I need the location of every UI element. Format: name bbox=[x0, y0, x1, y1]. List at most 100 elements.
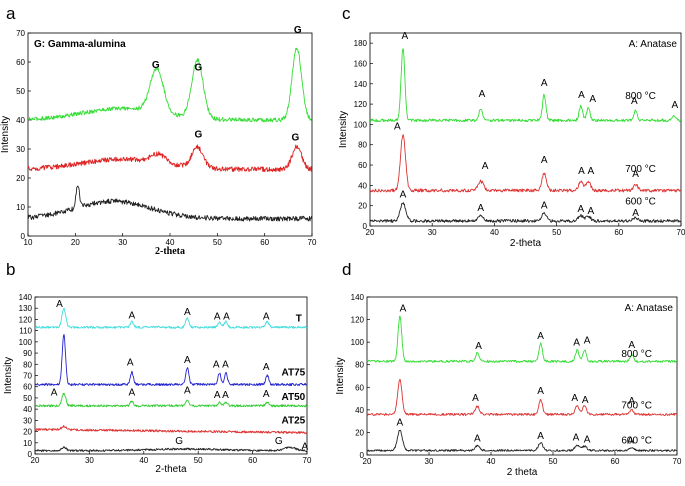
panel-d-legend: A: Anatase bbox=[625, 303, 674, 314]
panel-a-ytick-label: 70 bbox=[16, 29, 25, 38]
panel-a-ytick-label: 0 bbox=[21, 232, 26, 241]
panel-b-ytick-label: 100 bbox=[19, 338, 33, 347]
panel-b-peak-annotation: A bbox=[127, 357, 134, 368]
panel-b-ytick-label: 60 bbox=[23, 383, 32, 392]
panel-d-ytick-label: 20 bbox=[355, 428, 364, 437]
panel-a-peak-annotation: G bbox=[294, 25, 302, 36]
panel-c-ylabel: Intensity bbox=[338, 111, 349, 148]
panel-b-xtick-label: 40 bbox=[139, 456, 148, 465]
panel-d-series-1-line bbox=[366, 315, 678, 363]
panel-c-peak-annotation: A bbox=[401, 31, 408, 42]
panel-d-ytick-label: 120 bbox=[351, 316, 365, 325]
panel-b-peak-annotation: A bbox=[56, 299, 63, 310]
panel-b-ytick-label: 20 bbox=[23, 428, 32, 437]
panel-a-xtick-label: 70 bbox=[308, 238, 317, 247]
panel-d-ytick-label: 140 bbox=[351, 293, 365, 302]
panel-d-xtick-label: 70 bbox=[673, 457, 682, 466]
panel-c-peak-annotation: A bbox=[589, 94, 596, 105]
panel-c-peak-annotation: A bbox=[479, 89, 486, 100]
panel-a-xtick-label: 10 bbox=[24, 238, 33, 247]
panel-d-peak-annotation: A bbox=[584, 335, 591, 346]
panel-b-series-label: AT75 bbox=[282, 368, 306, 379]
panel-b-peak-annotation: G bbox=[175, 436, 183, 447]
panel-letter-d: d bbox=[342, 260, 351, 279]
panel-b-xtick-label: 70 bbox=[303, 456, 312, 465]
panel-b-peak-annotation: A bbox=[214, 311, 221, 322]
panel-b-chart: 20 30 40 50 60 70 0 10 20 30 40 50 60 70 80 90 100 110 120… bbox=[3, 293, 312, 475]
panel-d-xtick-label: 20 bbox=[363, 457, 372, 466]
panel-b-peak-annotation: A bbox=[128, 310, 135, 321]
panel-d-peak-annotation: A bbox=[571, 393, 578, 404]
panel-letter-c: c bbox=[342, 4, 351, 23]
panel-d-peak-annotation: A bbox=[397, 418, 404, 429]
panel-c-peak-annotation: A bbox=[631, 96, 638, 107]
panel-c-xtick-label: 70 bbox=[677, 228, 685, 237]
panel-d-ylabel: Intensity bbox=[335, 357, 346, 394]
panel-d-peak-annotation: A bbox=[537, 331, 544, 342]
panel-c-ytick-label: 120 bbox=[354, 100, 368, 109]
panel-c-legend: A: Anatase bbox=[629, 39, 678, 50]
panel-b-series-label: AT25 bbox=[282, 416, 306, 427]
panel-b-xtick-label: 20 bbox=[31, 456, 40, 465]
panel-a-frame bbox=[27, 32, 313, 237]
panel-b-ytick-label: 30 bbox=[23, 416, 32, 425]
panel-a-ytick-label: 50 bbox=[16, 87, 25, 96]
panel-c-ytick-label: 20 bbox=[358, 202, 367, 211]
panel-d-xtick-label: 60 bbox=[611, 457, 620, 466]
panel-d-peak-annotation: A bbox=[475, 341, 482, 352]
panel-a-chart: 10 20 30 40 50 60 700102030405060702-thetaInte… bbox=[0, 25, 317, 257]
panel-c-xlabel: 2-theta bbox=[510, 238, 542, 249]
panel-b-series-5-line bbox=[34, 446, 308, 453]
panel-c-xtick-label: 20 bbox=[366, 228, 375, 237]
panel-c-xtick-label: 50 bbox=[552, 228, 561, 237]
panel-d-series-3-line bbox=[366, 429, 678, 452]
panel-d-peak-annotation: A bbox=[474, 433, 481, 444]
panel-d-frame bbox=[366, 296, 678, 456]
panel-d-peak-annotation: A bbox=[472, 393, 479, 404]
panel-a-peak-annotation: G bbox=[195, 129, 203, 140]
panel-c-series-2-line bbox=[369, 134, 682, 193]
panel-b-ytick-label: 40 bbox=[23, 405, 32, 414]
panel-d-series-2-line bbox=[366, 379, 678, 416]
panel-a-ylabel: Intensity bbox=[0, 116, 11, 153]
panel-b-ytick-label: 90 bbox=[23, 349, 32, 358]
panel-b-peak-annotation: A bbox=[184, 355, 191, 366]
panel-d-ytick-label: 100 bbox=[351, 338, 365, 347]
panel-c-series-3-line bbox=[369, 202, 682, 223]
panel-a-ytick-label: 60 bbox=[16, 58, 25, 67]
panel-d-peak-annotation: A bbox=[537, 386, 544, 397]
panel-b-peak-annotation: A bbox=[263, 362, 270, 373]
panel-d-ytick-label: 0 bbox=[360, 451, 365, 460]
panel-b-ytick-label: 140 bbox=[19, 293, 33, 302]
panel-b-series-3-line bbox=[35, 392, 308, 408]
panel-b-peak-annotation: A bbox=[222, 360, 229, 371]
panel-c-peak-annotation: A bbox=[477, 203, 484, 214]
panel-b-peak-annotation: A bbox=[263, 311, 270, 322]
panel-letter-b: b bbox=[6, 260, 15, 279]
panel-c-peak-annotation: A bbox=[632, 208, 639, 219]
panel-d-peak-annotation: A bbox=[573, 338, 580, 349]
panel-c-peak-annotation: A bbox=[400, 190, 407, 201]
panel-b-peak-annotation: A bbox=[214, 390, 221, 401]
panel-a-ytick-label: 20 bbox=[16, 174, 25, 183]
panel-b-series-label: T bbox=[296, 314, 302, 325]
panel-a-peak-annotation: G bbox=[292, 132, 300, 143]
panel-d-ytick-label: 60 bbox=[355, 383, 364, 392]
panel-b-peak-annotation: A bbox=[128, 388, 135, 399]
panel-d-peak-annotation: A bbox=[628, 396, 635, 407]
panel-c-peak-annotation: A bbox=[587, 206, 594, 217]
panel-c-peak-annotation: A bbox=[578, 204, 585, 215]
panel-b-ytick-label: 10 bbox=[23, 439, 32, 448]
panel-c-peak-annotation: A bbox=[482, 161, 489, 172]
panel-c-ytick-label: 100 bbox=[354, 120, 368, 129]
panel-c-xtick-label: 30 bbox=[428, 228, 437, 237]
panel-c-ytick-label: 160 bbox=[354, 59, 368, 68]
panel-a-ytick-label: 40 bbox=[16, 116, 25, 125]
panel-c-series-1-line bbox=[369, 48, 682, 123]
panel-b-ytick-label: 50 bbox=[23, 394, 32, 403]
panel-c-series-label: 600 °C bbox=[625, 197, 656, 208]
panel-c-peak-annotation: A bbox=[671, 100, 678, 111]
panel-c-frame bbox=[369, 32, 682, 227]
panel-b-peak-annotation: A bbox=[223, 311, 230, 322]
